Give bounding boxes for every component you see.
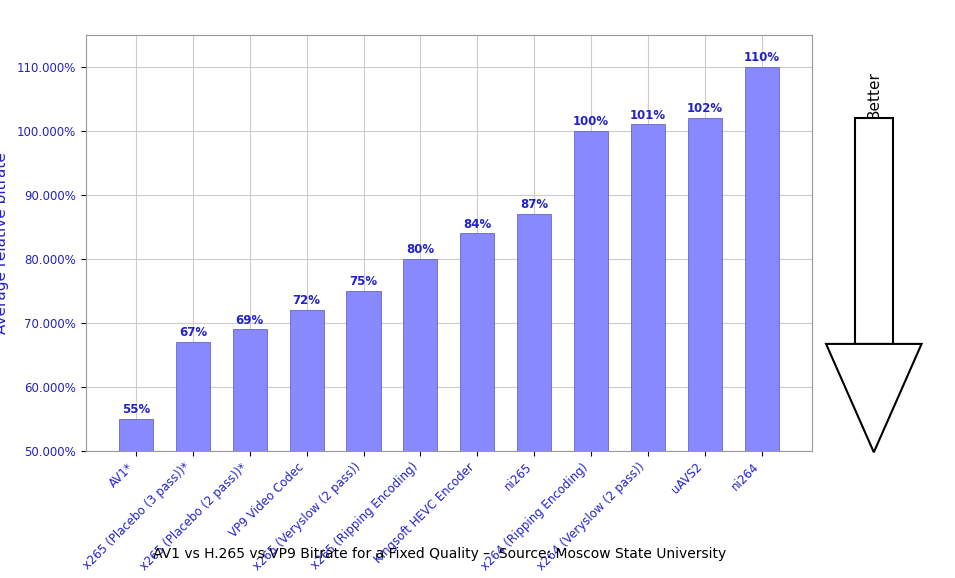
Text: 75%: 75% [350, 275, 377, 288]
Bar [745, 66, 778, 578]
Text: 72%: 72% [292, 294, 321, 307]
Text: AV1 vs H.265 vs VP9 Bitrate for a Fixed Quality –  Source: Moscow State Universi: AV1 vs H.265 vs VP9 Bitrate for a Fixed … [153, 547, 726, 561]
Text: 84%: 84% [463, 217, 492, 231]
Polygon shape [855, 118, 893, 344]
Bar [631, 124, 665, 578]
Text: Better: Better [866, 71, 881, 118]
Bar [517, 214, 551, 578]
Text: 101%: 101% [630, 109, 666, 122]
Polygon shape [826, 344, 922, 452]
Text: 102%: 102% [687, 102, 723, 116]
Text: 100%: 100% [573, 115, 609, 128]
Text: 69%: 69% [236, 314, 264, 327]
Text: 87%: 87% [520, 198, 548, 212]
Text: 67%: 67% [179, 327, 207, 339]
Bar [460, 233, 495, 578]
Bar [347, 291, 381, 578]
Text: 80%: 80% [406, 243, 435, 256]
Bar [688, 118, 722, 578]
Text: 55%: 55% [122, 403, 150, 416]
Bar [233, 329, 266, 578]
Bar [119, 419, 153, 578]
Bar [176, 342, 210, 578]
Y-axis label: Average relative bitrate: Average relative bitrate [0, 152, 9, 334]
Bar [574, 131, 608, 578]
Bar [289, 310, 324, 578]
Bar [403, 259, 437, 578]
Text: 110%: 110% [744, 51, 779, 64]
